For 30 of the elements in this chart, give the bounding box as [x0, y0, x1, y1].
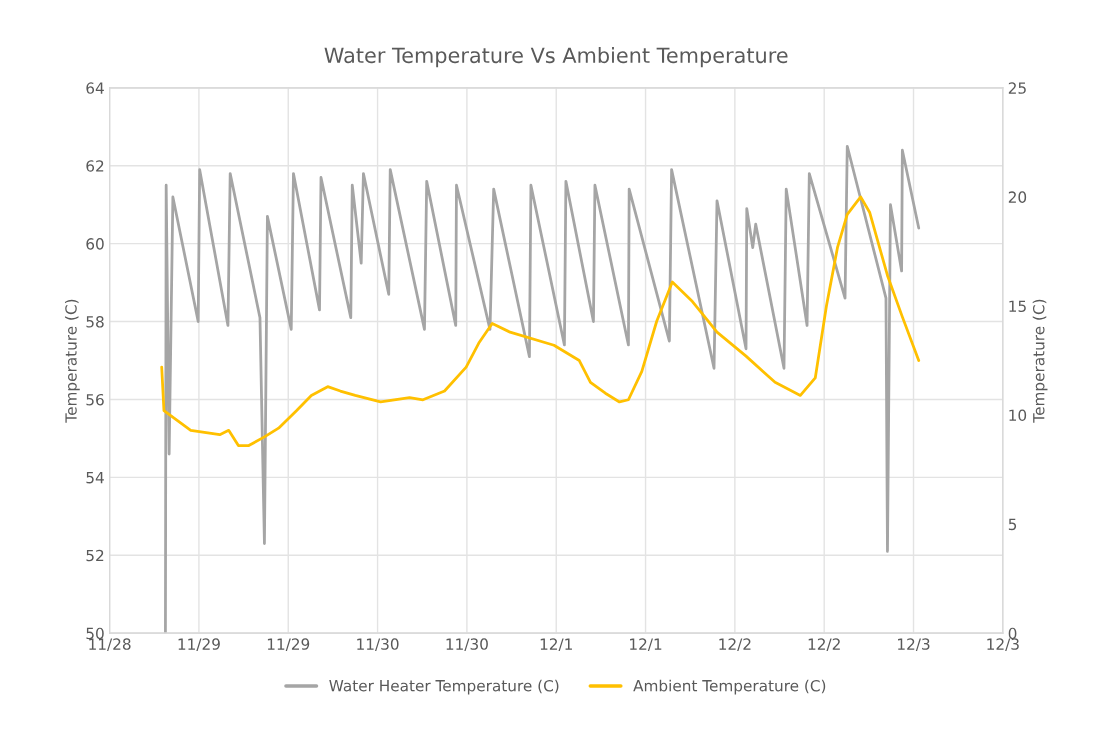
legend-label: Ambient Temperature (C): [633, 679, 826, 695]
x-tick-label: 12/1: [630, 638, 662, 652]
x-tick-label: 12/1: [540, 638, 572, 652]
y-tick-label: 50: [86, 627, 104, 640]
x-tick-label: 11/29: [178, 638, 220, 652]
x-tick-label: 12/2: [719, 638, 751, 652]
y-tick-label: 62: [86, 160, 104, 172]
y-tick-label: 56: [86, 393, 104, 406]
y-tick-label: 60: [86, 238, 104, 250]
y-tick-label: 58: [86, 316, 104, 328]
chart-title: Water Temperature Vs Ambient Temperature: [324, 47, 788, 68]
x-tick-label: 11/28: [89, 638, 131, 652]
legend-label: Water Heater Temperature (C): [329, 679, 559, 695]
x-tick-label: 11/30: [446, 638, 488, 652]
y2-tick-label: 10: [1009, 409, 1027, 422]
y2-tick-label: 20: [1008, 191, 1027, 203]
y2-tick-label: 15: [1009, 300, 1026, 312]
x-tick-label: 11/29: [267, 638, 310, 652]
x-tick-label: 12/3: [987, 638, 1019, 652]
x-tick-label: 12/3: [898, 638, 930, 652]
y2-tick-label: 0: [1008, 627, 1017, 640]
y-tick-label: 64: [86, 82, 104, 94]
x-tick-label: 11/30: [357, 638, 399, 652]
y2-tick-label: 5: [1008, 518, 1017, 531]
x-tick-label: 12/2: [808, 638, 840, 652]
y-axis-title: Temperature (C): [64, 299, 80, 423]
y2-tick-label: 25: [1008, 82, 1026, 94]
y2-axis-title: Temperature (C): [1032, 299, 1048, 423]
y-tick-label: 52: [86, 549, 104, 562]
y-tick-label: 54: [86, 472, 104, 484]
